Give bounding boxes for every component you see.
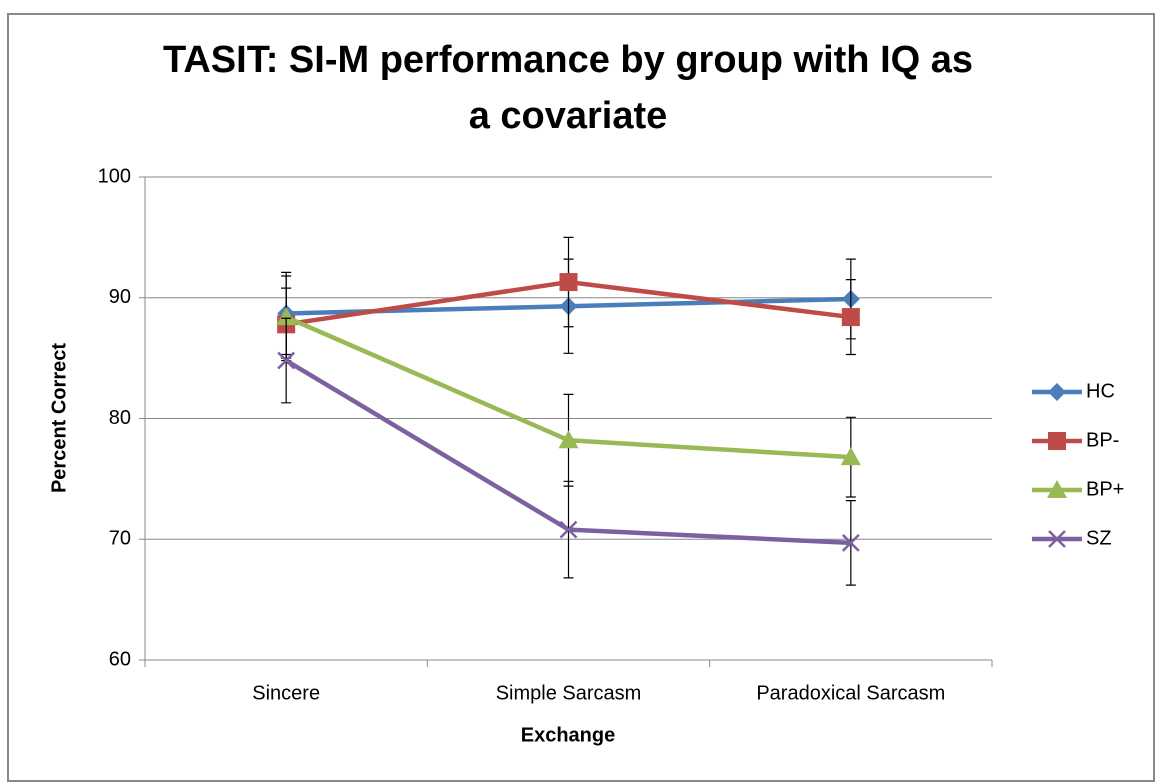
marker [277, 351, 296, 370]
chart-frame [7, 13, 1155, 782]
legend-label: HC [1086, 380, 1115, 402]
marker [1048, 432, 1066, 450]
marker [558, 430, 579, 449]
y-tick-label: 80 [109, 407, 131, 429]
x-tick-label: Paradoxical Sarcasm [756, 682, 945, 704]
x-tick-label: Sincere [252, 682, 320, 704]
y-tick-label: 90 [109, 286, 131, 308]
chart-title: a covariate [469, 95, 668, 137]
marker [559, 273, 578, 292]
marker [841, 308, 860, 327]
y-axis-label: Percent Correct [48, 343, 70, 493]
y-tick-label: 100 [98, 165, 131, 187]
legend-label: BP- [1086, 429, 1119, 451]
legend-label: BP+ [1086, 478, 1124, 500]
y-tick-label: 70 [109, 528, 131, 550]
y-tick-label: 60 [109, 648, 131, 670]
legend-label: SZ [1086, 527, 1112, 549]
marker [1048, 383, 1066, 401]
marker [559, 520, 578, 539]
x-axis-label: Exchange [521, 724, 615, 746]
marker [841, 533, 860, 552]
marker [1047, 480, 1067, 498]
chart-title: TASIT: SI-M performance by group with IQ… [163, 39, 973, 81]
marker [840, 447, 861, 466]
marker [1048, 530, 1066, 548]
marker [276, 307, 297, 326]
x-tick-label: Simple Sarcasm [496, 682, 642, 704]
